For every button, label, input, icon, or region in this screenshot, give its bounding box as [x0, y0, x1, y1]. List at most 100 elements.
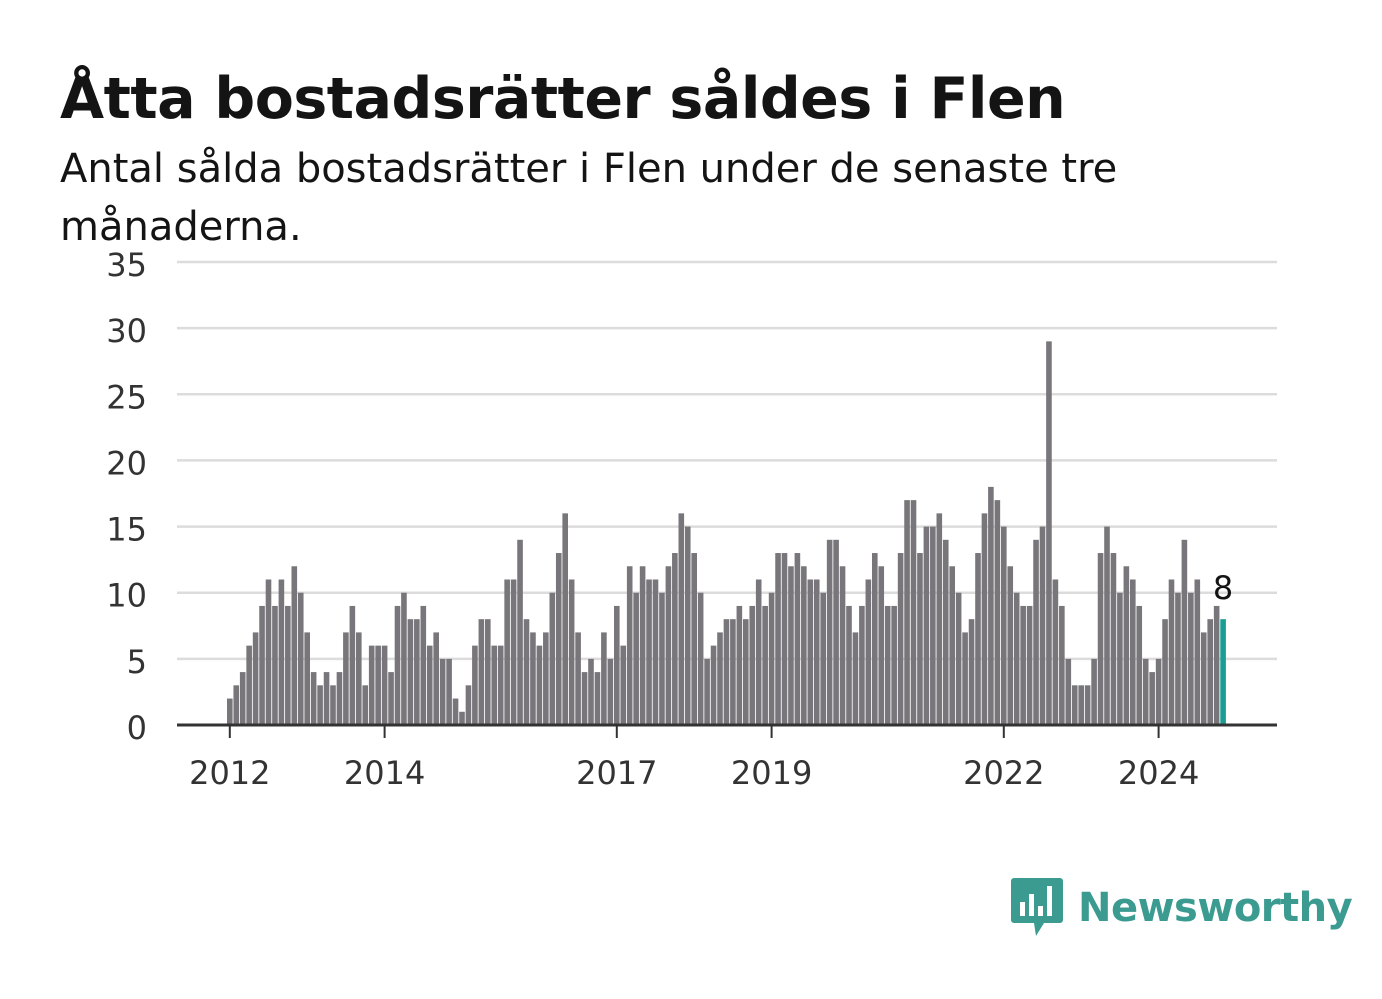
bar — [1200, 632, 1207, 725]
bar — [620, 645, 627, 725]
bar — [336, 672, 343, 725]
bar — [575, 632, 581, 725]
chart-title: Åtta bostadsrätter såldes i Flen — [60, 66, 1066, 132]
tick-labels: 0 5 10 15 20 25 30 35 2012 2014 2017 2019 2022 2024 8 — [106, 246, 1233, 792]
bar — [439, 658, 446, 725]
y-tick-label: 15 — [106, 511, 147, 549]
bar — [846, 605, 852, 725]
bar — [910, 500, 917, 725]
bar — [1052, 579, 1059, 725]
bar — [530, 632, 536, 725]
bar — [1213, 605, 1220, 725]
bar — [968, 619, 975, 725]
bar — [678, 513, 685, 725]
bar — [1181, 539, 1188, 725]
bars — [227, 341, 1226, 725]
bar — [1117, 592, 1123, 725]
bar — [794, 553, 801, 725]
x-tick-label: 2012 — [189, 754, 270, 792]
chart-subtitle: Antal sålda bostadsrätter i Flen under d… — [60, 146, 1118, 250]
bar — [820, 592, 826, 725]
x-tick-label: 2019 — [731, 754, 812, 792]
bar — [285, 605, 291, 725]
bar — [743, 619, 749, 725]
bar — [278, 579, 285, 725]
bar — [936, 513, 943, 725]
bar — [865, 579, 872, 725]
bar — [646, 579, 652, 725]
bar — [749, 605, 756, 725]
bar — [594, 672, 601, 725]
bar — [633, 592, 639, 725]
bar — [917, 553, 923, 725]
axes — [177, 723, 1277, 738]
bar — [543, 632, 549, 725]
bar — [562, 513, 568, 725]
bar-chart-speech-bubble-icon — [1011, 878, 1063, 936]
bar — [433, 632, 439, 725]
bar — [265, 579, 272, 725]
bar — [1059, 605, 1065, 725]
bar — [304, 632, 310, 725]
y-tick-label: 20 — [106, 444, 147, 482]
bar — [1136, 605, 1143, 725]
bar — [1039, 526, 1046, 725]
bar — [807, 579, 814, 725]
bar — [1084, 685, 1091, 725]
bar — [762, 605, 768, 725]
newsworthy-logo: Newsworthy — [1010, 876, 1353, 940]
bar — [781, 553, 788, 725]
bar — [1123, 566, 1130, 725]
bar — [775, 553, 781, 725]
bar — [1149, 672, 1155, 725]
y-tick-label: 0 — [127, 709, 147, 747]
bar — [259, 605, 265, 725]
bar — [1207, 619, 1213, 725]
bar — [1168, 579, 1175, 725]
bar — [981, 513, 988, 725]
bar — [407, 619, 414, 725]
bar — [1071, 685, 1078, 725]
latest-value-label: 8 — [1213, 569, 1233, 607]
bar — [736, 605, 743, 725]
bar — [652, 579, 659, 725]
bar — [227, 698, 233, 725]
y-tick-label: 30 — [106, 312, 147, 350]
bar — [955, 592, 962, 725]
bar — [723, 619, 730, 725]
y-tick-label: 5 — [127, 643, 147, 681]
bar — [768, 592, 775, 725]
bar — [801, 566, 807, 725]
highlight-bar — [1220, 619, 1226, 725]
bar — [1001, 526, 1007, 725]
x-tick-label: 2017 — [576, 754, 657, 792]
bar — [581, 672, 588, 725]
bar — [478, 619, 485, 725]
bar — [601, 632, 607, 725]
bar — [1142, 658, 1149, 725]
bar — [1130, 579, 1136, 725]
bar — [549, 592, 556, 725]
bar — [343, 632, 349, 725]
bar — [426, 645, 433, 725]
brand-name: Newsworthy — [1078, 885, 1353, 931]
bar — [394, 605, 401, 725]
bar — [1026, 605, 1033, 725]
bar — [233, 685, 240, 725]
bar — [420, 605, 427, 725]
bar — [1078, 685, 1084, 725]
bar — [1097, 553, 1104, 725]
bar — [568, 579, 575, 725]
bar — [1175, 592, 1181, 725]
bar — [465, 685, 472, 725]
bar — [730, 619, 736, 725]
bar — [1110, 553, 1117, 725]
bar — [639, 566, 646, 725]
bar — [1046, 341, 1052, 725]
bar — [1007, 566, 1014, 725]
bar — [452, 698, 459, 725]
bar — [891, 605, 897, 725]
bar — [375, 645, 381, 725]
bar — [826, 539, 833, 725]
bar — [859, 605, 865, 725]
